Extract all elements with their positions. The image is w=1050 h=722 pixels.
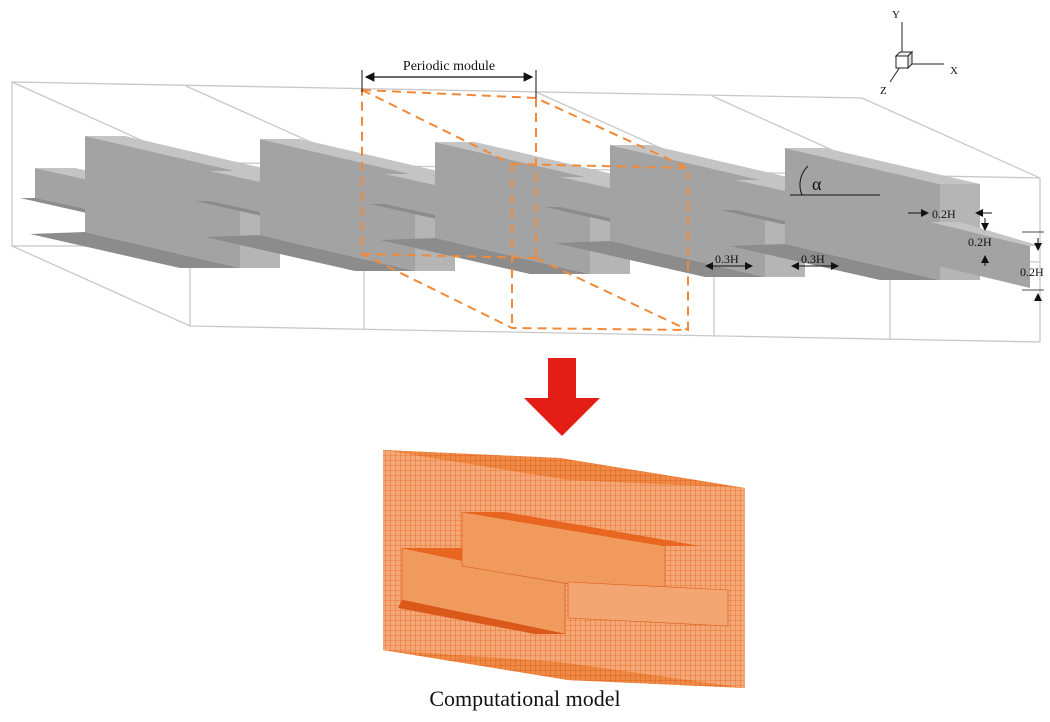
dim-right-height-label: 0.2H — [1020, 265, 1044, 279]
dimension-gap-left: 0.3H — [705, 252, 753, 270]
dimension-right-height: 0.2H — [1020, 231, 1044, 301]
fin-array — [20, 136, 1040, 288]
fin-unit — [20, 136, 280, 268]
angle-annotation: α — [790, 165, 880, 196]
dimension-step-height: 0.2H — [968, 218, 992, 266]
axis-z-label: Z — [880, 85, 887, 97]
dim-step-height-label: 0.2H — [968, 235, 992, 249]
dim-top-gap-label: 0.2H — [932, 207, 956, 221]
dim-gap-right-label: 0.3H — [801, 252, 825, 266]
dim-gap-left-label: 0.3H — [715, 252, 739, 266]
axis-y-label: Y — [892, 9, 900, 21]
dimension-gap-right: 0.3H — [791, 252, 839, 270]
dimension-top-gap: 0.2H — [908, 207, 992, 221]
periodic-module-outline — [361, 88, 689, 332]
module-dimension: Periodic module — [361, 59, 537, 98]
down-arrow-icon — [524, 358, 600, 436]
trailing-fin-top — [930, 222, 1040, 246]
trailing-fin — [930, 222, 1030, 288]
angle-label: α — [812, 174, 822, 194]
computational-model — [383, 450, 745, 688]
module-label: Periodic module — [403, 59, 495, 74]
axis-triad: Y X Z — [880, 9, 958, 97]
figure-caption: Computational model — [429, 686, 621, 711]
axis-x-label: X — [950, 65, 958, 77]
